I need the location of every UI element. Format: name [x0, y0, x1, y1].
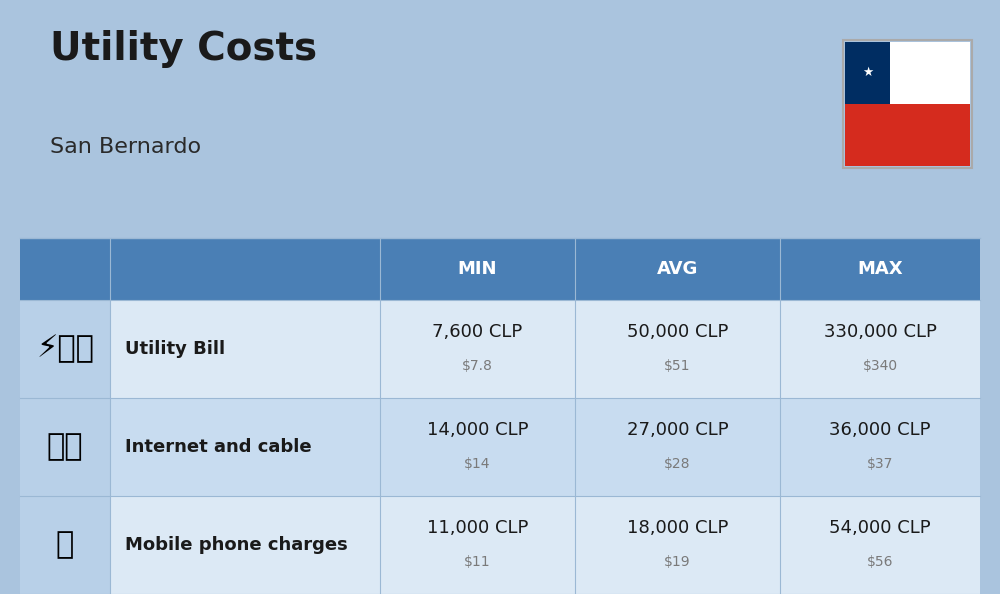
FancyBboxPatch shape	[20, 300, 110, 398]
Text: 27,000 CLP: 27,000 CLP	[627, 421, 728, 440]
Text: $19: $19	[664, 555, 691, 568]
Text: Utility Costs: Utility Costs	[50, 30, 317, 68]
Text: Utility Bill: Utility Bill	[125, 340, 225, 358]
Text: AVG: AVG	[657, 260, 698, 278]
Text: $11: $11	[464, 555, 491, 568]
Text: Mobile phone charges: Mobile phone charges	[125, 536, 348, 554]
Text: Internet and cable: Internet and cable	[125, 438, 312, 456]
Text: $51: $51	[664, 359, 691, 372]
Text: 📶🖥: 📶🖥	[47, 432, 83, 462]
Text: 54,000 CLP: 54,000 CLP	[829, 519, 931, 538]
FancyBboxPatch shape	[20, 398, 980, 496]
Text: $28: $28	[664, 457, 691, 470]
FancyBboxPatch shape	[845, 42, 890, 104]
Text: ⚡📱🔧: ⚡📱🔧	[36, 334, 94, 364]
Text: 50,000 CLP: 50,000 CLP	[627, 323, 728, 342]
Text: $7.8: $7.8	[462, 359, 493, 372]
FancyBboxPatch shape	[20, 300, 980, 398]
Text: MIN: MIN	[458, 260, 497, 278]
Text: 7,600 CLP: 7,600 CLP	[432, 323, 523, 342]
Text: 14,000 CLP: 14,000 CLP	[427, 421, 528, 440]
FancyBboxPatch shape	[845, 42, 970, 104]
Text: 18,000 CLP: 18,000 CLP	[627, 519, 728, 538]
Text: 11,000 CLP: 11,000 CLP	[427, 519, 528, 538]
FancyBboxPatch shape	[20, 238, 980, 300]
Text: 📱: 📱	[56, 530, 74, 560]
Text: $56: $56	[867, 555, 893, 568]
FancyBboxPatch shape	[20, 496, 980, 594]
Text: ★: ★	[862, 67, 873, 79]
Text: $37: $37	[867, 457, 893, 470]
Text: 36,000 CLP: 36,000 CLP	[829, 421, 931, 440]
Text: $14: $14	[464, 457, 491, 470]
FancyBboxPatch shape	[20, 496, 110, 594]
Text: MAX: MAX	[857, 260, 903, 278]
Text: 330,000 CLP: 330,000 CLP	[824, 323, 936, 342]
FancyBboxPatch shape	[845, 104, 970, 166]
Text: $340: $340	[862, 359, 898, 372]
FancyBboxPatch shape	[20, 398, 110, 496]
Text: San Bernardo: San Bernardo	[50, 137, 201, 157]
